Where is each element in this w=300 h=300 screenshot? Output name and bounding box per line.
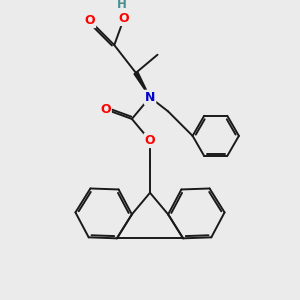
Polygon shape (134, 72, 150, 97)
Text: O: O (85, 14, 95, 27)
Text: O: O (85, 14, 95, 27)
Text: O: O (100, 103, 111, 116)
Text: N: N (145, 91, 155, 104)
Text: H: H (117, 0, 127, 11)
Text: O: O (118, 12, 129, 25)
Text: O: O (145, 134, 155, 147)
Text: H: H (117, 0, 127, 11)
Text: N: N (145, 91, 155, 104)
Text: O: O (118, 12, 129, 25)
Text: O: O (145, 134, 155, 147)
Text: O: O (100, 103, 111, 116)
